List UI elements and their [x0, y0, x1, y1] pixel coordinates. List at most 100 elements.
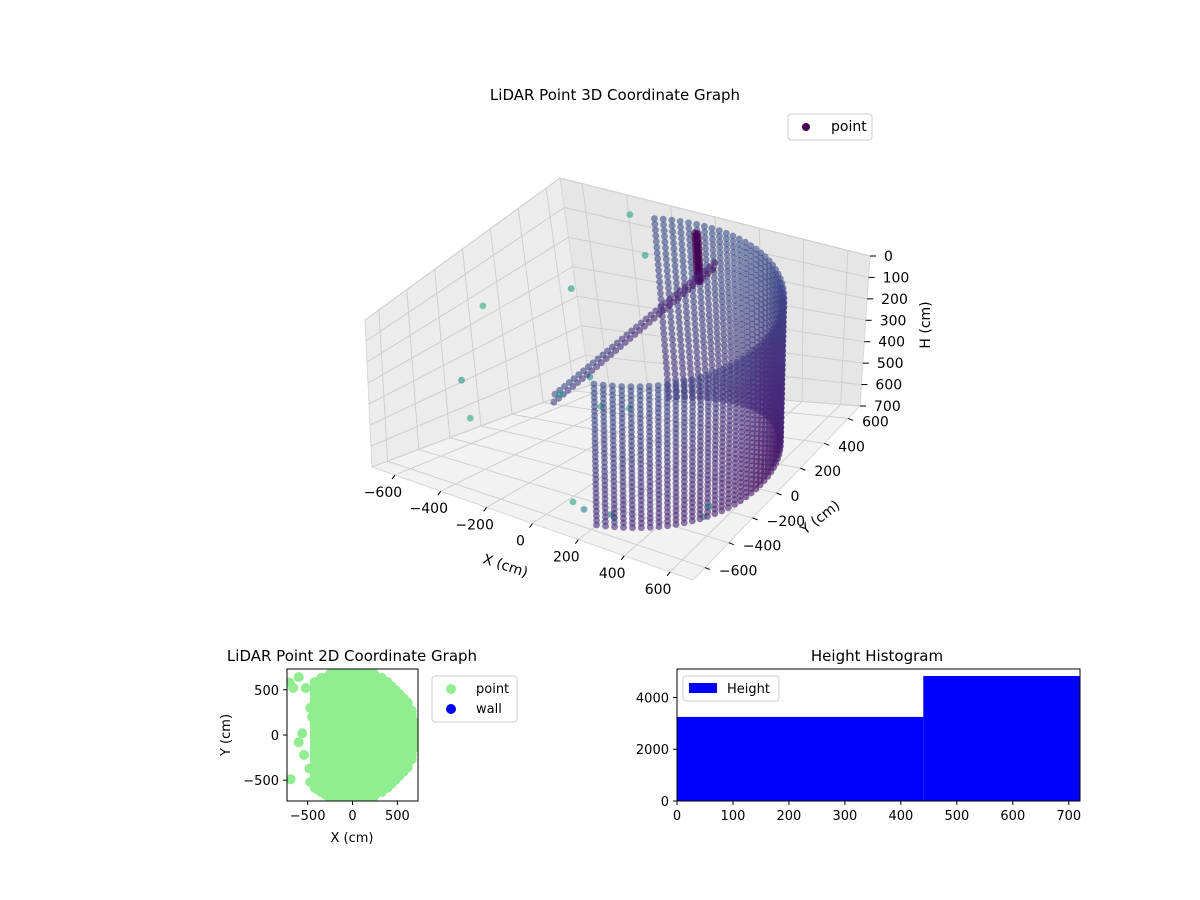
point-2d	[312, 692, 322, 702]
legend-histogram-label: Height	[727, 682, 770, 697]
x-tick-3d	[438, 491, 441, 495]
z-tick-label-3d: 600	[875, 378, 902, 394]
z-axis-label-3d: H (cm)	[918, 301, 934, 348]
point-3d	[731, 501, 738, 508]
legend-3d-marker	[802, 123, 810, 131]
y-tick-label-2d: −500	[243, 774, 279, 789]
point-2d	[304, 764, 314, 774]
x-tick-label-histogram: 0	[673, 809, 681, 824]
x-tick-label-3d: −600	[364, 485, 402, 501]
point-3d	[725, 504, 732, 511]
point-3d	[629, 524, 636, 531]
point-3d	[689, 518, 696, 525]
z-tick-label-3d: 300	[880, 313, 907, 329]
x-tick-label-histogram: 200	[777, 809, 802, 824]
y-tick-label-3d: 400	[838, 439, 865, 455]
point-2d	[348, 665, 358, 675]
y-tick-3d	[729, 543, 734, 545]
point-3d	[467, 415, 474, 422]
legend-3d-label: point	[831, 119, 867, 135]
point-3d	[704, 513, 711, 520]
y-tick-label-histogram: 0	[661, 795, 669, 810]
chart-2d: LiDAR Point 2D Coordinate Graph −500 0 500…	[219, 647, 517, 846]
point-3d	[656, 273, 663, 280]
point-3d	[570, 499, 577, 506]
x-tick-3d	[667, 572, 670, 576]
point-2d	[316, 679, 326, 689]
legend-histogram: Height	[683, 676, 779, 701]
point-3d	[602, 523, 609, 530]
point-3d	[718, 507, 725, 514]
point-3d	[647, 524, 654, 531]
point-3d	[652, 227, 659, 234]
x-tick-3d	[392, 475, 395, 479]
x-tick-label-3d: 200	[553, 550, 580, 566]
x-tick-label-3d: 600	[645, 582, 672, 598]
legend-2d: point wall	[432, 676, 517, 722]
point-3d	[737, 497, 744, 504]
x-tick-label-2d: 500	[385, 809, 410, 824]
point-3d	[654, 255, 661, 262]
point-3d	[581, 506, 588, 513]
point-2d	[305, 777, 315, 787]
point-3d	[611, 524, 618, 531]
point-3d	[670, 342, 677, 349]
point-3d	[620, 524, 627, 531]
point-3d	[668, 325, 675, 332]
x-axis-label-2d: X (cm)	[331, 831, 374, 846]
point-3d	[673, 521, 680, 528]
point-2d	[305, 703, 315, 713]
point-2d	[325, 793, 335, 803]
chart-3d-title: LiDAR Point 3D Coordinate Graph	[490, 86, 740, 104]
point-2d	[288, 683, 298, 693]
y-tick-label-3d: 600	[862, 414, 889, 430]
histogram-title: Height Histogram	[811, 647, 943, 665]
point-3d	[664, 371, 671, 378]
point-3d	[660, 319, 667, 326]
y-tick-label-2d: 0	[271, 729, 279, 744]
z-tick-label-3d: 0	[884, 249, 893, 265]
x-axis-label-3d: X (cm)	[481, 551, 530, 581]
x-tick-label-2d: −500	[290, 809, 326, 824]
legend-2d-marker-point	[446, 684, 456, 694]
y-tick-3d	[705, 568, 710, 570]
legend-2d-label-point: point	[476, 682, 509, 697]
x-tick-label-2d: 0	[348, 809, 356, 824]
x-tick-label-histogram: 500	[944, 809, 969, 824]
z-tick-label-3d: 400	[878, 335, 905, 351]
x-tick-3d	[621, 556, 624, 560]
point-3d	[697, 515, 704, 522]
point-3d	[458, 377, 465, 384]
z-tick-label-3d: 500	[877, 356, 904, 372]
chart-histogram: Height Histogram 0 100 200 300 400 500 600 7000…	[636, 647, 1081, 824]
x-tick-label-3d: −400	[410, 501, 448, 517]
point-3d	[656, 523, 663, 530]
x-tick-label-3d: 400	[599, 566, 626, 582]
point-3d	[663, 359, 670, 366]
point-2d	[369, 669, 379, 679]
point-3d	[664, 522, 671, 529]
histogram-bar	[677, 717, 923, 801]
point-3d	[662, 348, 669, 355]
points-2d	[285, 665, 421, 805]
point-3d	[480, 303, 487, 310]
z-tick-label-3d: 100	[883, 270, 910, 286]
point-3d	[550, 399, 557, 406]
chart-2d-title: LiDAR Point 2D Coordinate Graph	[227, 647, 477, 665]
point-3d	[664, 273, 671, 280]
y-tick-label-histogram: 4000	[636, 691, 669, 706]
z-tick-label-3d: 200	[881, 292, 908, 308]
x-tick-3d	[484, 507, 487, 511]
y-axis-label-2d: Y (cm)	[219, 714, 234, 757]
point-3d	[671, 359, 678, 366]
point-2d	[297, 728, 307, 738]
y-tick-label-histogram: 2000	[636, 743, 669, 758]
point-2d	[294, 737, 304, 747]
point-3d	[557, 391, 564, 398]
x-tick-3d	[530, 524, 533, 528]
y-tick-label-3d: 200	[814, 464, 841, 480]
y-tick-3d	[800, 468, 805, 470]
point-3d	[642, 252, 649, 259]
